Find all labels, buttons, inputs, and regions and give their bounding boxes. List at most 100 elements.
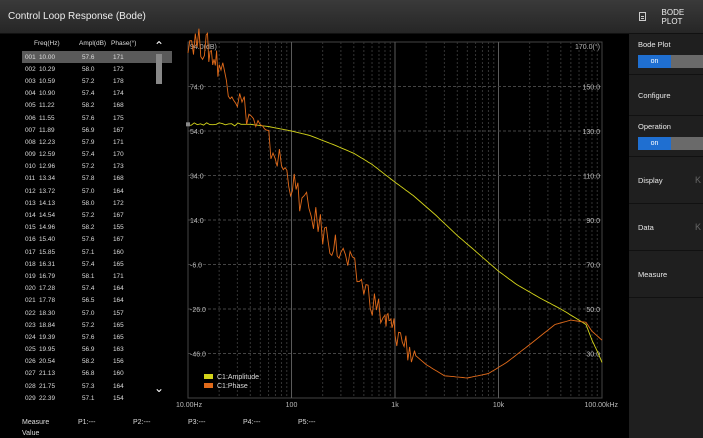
col-phase: Phase(°) [111,40,137,47]
row-index: 012 [25,187,36,195]
row-index: 017 [25,248,36,256]
row-freq: 10.90 [39,90,55,98]
row-ampl: 57.3 [82,382,95,390]
table-row[interactable]: 011 13.34 57.8 168 [22,173,172,185]
row-index: 008 [25,138,36,146]
table-row[interactable]: 003 10.59 57.2 178 [22,75,172,87]
table-row[interactable]: 017 15.85 57.1 160 [22,246,172,258]
row-ampl: 56.8 [82,370,95,378]
row-ampl: 57.9 [82,138,95,146]
row-index: 001 [25,53,36,61]
row-freq: 14.13 [39,199,55,207]
row-index: 029 [25,394,36,402]
scrollbar-thumb[interactable] [156,54,162,84]
table-row[interactable]: 018 16.31 57.4 165 [22,258,172,270]
legend-swatch [204,383,213,388]
table-row[interactable]: 023 18.84 57.2 165 [22,319,172,331]
row-freq: 15.40 [39,236,55,244]
row-phase: 171 [113,138,124,146]
row-index: 025 [25,346,36,354]
window-title: Control Loop Response (Bode) [0,0,629,34]
row-freq: 12.59 [39,151,55,159]
row-freq: 21.13 [39,370,55,378]
table-row[interactable]: 021 17.78 56.5 164 [22,295,172,307]
row-index: 026 [25,358,36,366]
row-phase: 164 [113,382,124,390]
table-row[interactable]: 016 15.40 57.6 167 [22,234,172,246]
x-tick-label: 10k [493,402,505,409]
row-index: 006 [25,114,36,122]
row-phase: 164 [113,187,124,195]
row-index: 020 [25,285,36,293]
row-index: 021 [25,297,36,305]
row-ampl: 57.2 [82,212,95,220]
row-phase: 154 [113,394,124,402]
table-row[interactable]: 027 21.13 56.8 160 [22,368,172,380]
table-row[interactable]: 010 12.96 57.2 173 [22,161,172,173]
row-index: 027 [25,370,36,378]
table-row[interactable]: 002 10.29 58.0 172 [22,63,172,75]
table-row[interactable]: 008 12.23 57.9 171 [22,136,172,148]
table-row[interactable]: 020 17.28 57.4 164 [22,283,172,295]
x-tick-label: 10.00Hz [176,402,203,409]
operation-toggle[interactable]: on [638,137,703,150]
table-row[interactable]: 005 11.22 58.2 168 [22,100,172,112]
table-row[interactable]: 019 16.79 58.1 171 [22,270,172,282]
y-left-tick-label: 14.0 [190,218,204,225]
table-row[interactable]: 013 14.13 58.0 172 [22,197,172,209]
row-index: 014 [25,212,36,220]
row-index: 005 [25,102,36,110]
operation-toggle-on[interactable]: on [638,137,671,150]
menu-configure[interactable]: Configure [629,75,703,116]
scroll-down-icon[interactable]: ⌄ [153,381,165,395]
row-phase: 178 [113,77,124,85]
row-ampl: 57.6 [82,53,95,61]
row-phase: 165 [113,333,124,341]
row-freq: 21.75 [39,382,55,390]
operation-toggle-off[interactable] [671,137,703,150]
row-phase: 164 [113,297,124,305]
table-row[interactable]: 007 11.89 56.9 167 [22,124,172,136]
table-row[interactable]: 014 14.54 57.2 167 [22,209,172,221]
table-row[interactable]: 024 19.39 57.6 165 [22,331,172,343]
bode-plot-toggle[interactable]: on [638,55,703,68]
row-phase: 160 [113,370,124,378]
table-row[interactable]: 015 14.96 58.2 155 [22,222,172,234]
y-right-axis-label: 170.0(°) [575,43,600,51]
table-row[interactable]: 004 10.90 57.4 174 [22,88,172,100]
row-ampl: 57.6 [82,114,95,122]
table-row[interactable]: 009 12.59 57.4 170 [22,149,172,161]
menu-data[interactable]: Data K [629,204,703,251]
row-index: 028 [25,382,36,390]
row-ampl: 57.4 [82,260,95,268]
table-row[interactable]: 022 18.30 57.0 157 [22,307,172,319]
scroll-up-icon[interactable]: ⌃ [153,39,165,53]
table-row[interactable]: 001 10.00 57.6 171 [22,51,172,64]
bode-plot-toggle-off[interactable] [671,55,703,68]
row-freq: 10.59 [39,77,55,85]
menu-operation-label: Operation [638,122,671,131]
cursor-marker [186,122,190,127]
row-phase: 174 [113,90,124,98]
table-row[interactable]: 012 13.72 57.0 164 [22,185,172,197]
table-row[interactable]: 029 22.39 57.1 154 [22,392,172,404]
menu-operation[interactable]: Operation on [629,116,703,157]
row-freq: 16.31 [39,260,55,268]
menu-measure[interactable]: Measure [629,251,703,298]
table-row[interactable]: 025 19.95 56.9 163 [22,344,172,356]
row-freq: 11.55 [39,114,55,122]
table-row[interactable]: 028 21.75 57.3 164 [22,380,172,392]
row-ampl: 57.4 [82,285,95,293]
table-row[interactable]: 006 11.55 57.6 175 [22,112,172,124]
row-index: 023 [25,321,36,329]
bode-plot-toggle-on[interactable]: on [638,55,671,68]
row-index: 015 [25,224,36,232]
menu-bode-plot[interactable]: Bode Plot on [629,34,703,75]
row-ampl: 57.4 [82,151,95,159]
table-row[interactable]: 026 20.54 58.2 156 [22,356,172,368]
row-index: 007 [25,126,36,134]
menu-display[interactable]: Display K [629,157,703,204]
row-index: 003 [25,77,36,85]
x-tick-label: 100 [286,402,298,409]
